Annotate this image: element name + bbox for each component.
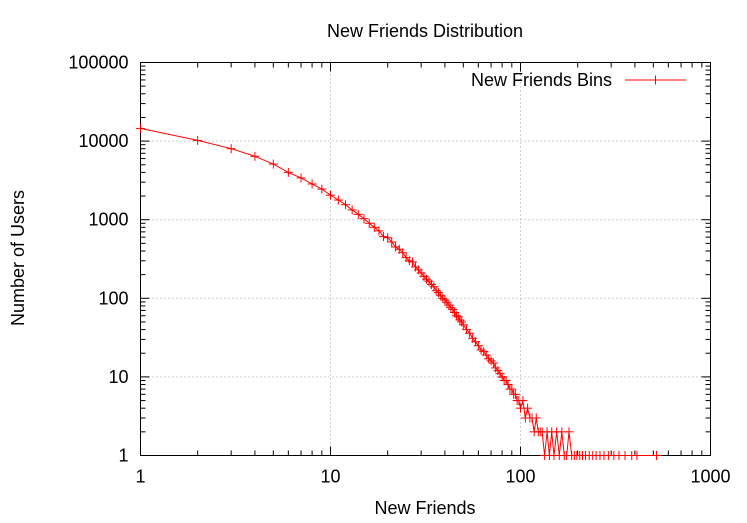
data-point bbox=[193, 135, 203, 145]
legend-label: New Friends Bins bbox=[471, 70, 612, 90]
data-point bbox=[268, 159, 278, 169]
data-point bbox=[438, 293, 448, 303]
data-point bbox=[510, 389, 520, 399]
data-point bbox=[451, 311, 461, 321]
y-tick-label: 10000 bbox=[78, 131, 128, 151]
data-point bbox=[518, 396, 528, 406]
x-tick-label: 10 bbox=[320, 467, 340, 487]
data-point bbox=[446, 303, 456, 313]
legend: New Friends Bins bbox=[471, 70, 686, 90]
data-point bbox=[296, 173, 306, 183]
data-point bbox=[429, 282, 439, 292]
data-point bbox=[564, 427, 574, 437]
x-axis-label: New Friends bbox=[374, 498, 475, 518]
data-point bbox=[333, 195, 343, 205]
data-point bbox=[391, 242, 401, 252]
series-line bbox=[140, 127, 657, 456]
data-point bbox=[501, 375, 511, 385]
data-point bbox=[481, 350, 491, 360]
plot-frame bbox=[140, 62, 711, 456]
data-point bbox=[353, 209, 363, 219]
data-point bbox=[486, 356, 496, 366]
axis-ticks bbox=[140, 62, 711, 456]
data-point bbox=[531, 413, 541, 423]
x-tick-label: 1000 bbox=[690, 467, 730, 487]
chart-title: New Friends Distribution bbox=[327, 21, 523, 41]
series-layer bbox=[136, 123, 662, 460]
legend-marker bbox=[651, 75, 660, 85]
data-point bbox=[359, 214, 369, 224]
data-point bbox=[484, 354, 494, 364]
data-point bbox=[383, 233, 393, 243]
data-point bbox=[374, 226, 384, 236]
data-point bbox=[488, 358, 498, 368]
data-point bbox=[398, 248, 408, 258]
x-tick-label: 100 bbox=[505, 467, 535, 487]
data-point bbox=[136, 123, 145, 133]
data-point bbox=[503, 380, 513, 390]
data-point bbox=[364, 218, 374, 228]
data-point bbox=[250, 151, 260, 161]
y-tick-label: 100 bbox=[98, 288, 128, 308]
y-axis-label: Number of Users bbox=[8, 190, 28, 326]
data-point bbox=[326, 190, 335, 200]
tick-labels: 1 10 100 1000 1 10 100 1000 10000 100000 bbox=[68, 53, 730, 487]
y-tick-label: 1000 bbox=[88, 210, 128, 230]
data-point bbox=[317, 184, 327, 194]
y-tick-label: 100000 bbox=[68, 53, 128, 73]
data-point bbox=[632, 451, 642, 460]
data-point bbox=[283, 167, 293, 177]
data-point bbox=[523, 403, 533, 413]
grid bbox=[140, 62, 711, 456]
x-tick-label: 1 bbox=[135, 467, 145, 487]
data-point bbox=[652, 451, 662, 460]
data-point bbox=[442, 298, 452, 308]
data-point bbox=[378, 232, 388, 242]
data-point bbox=[455, 315, 465, 325]
data-point bbox=[407, 257, 417, 267]
data-point bbox=[458, 320, 468, 330]
data-point bbox=[465, 328, 475, 338]
y-tick-label: 1 bbox=[118, 446, 128, 466]
data-point bbox=[426, 279, 436, 289]
data-point bbox=[507, 384, 517, 394]
data-point bbox=[369, 222, 379, 232]
data-point bbox=[307, 179, 317, 189]
data-point bbox=[341, 200, 351, 210]
data-point bbox=[347, 205, 357, 215]
y-tick-label: 10 bbox=[108, 367, 128, 387]
data-point bbox=[497, 372, 507, 382]
data-point bbox=[387, 237, 397, 247]
data-point bbox=[226, 144, 236, 154]
data-point bbox=[431, 286, 441, 296]
